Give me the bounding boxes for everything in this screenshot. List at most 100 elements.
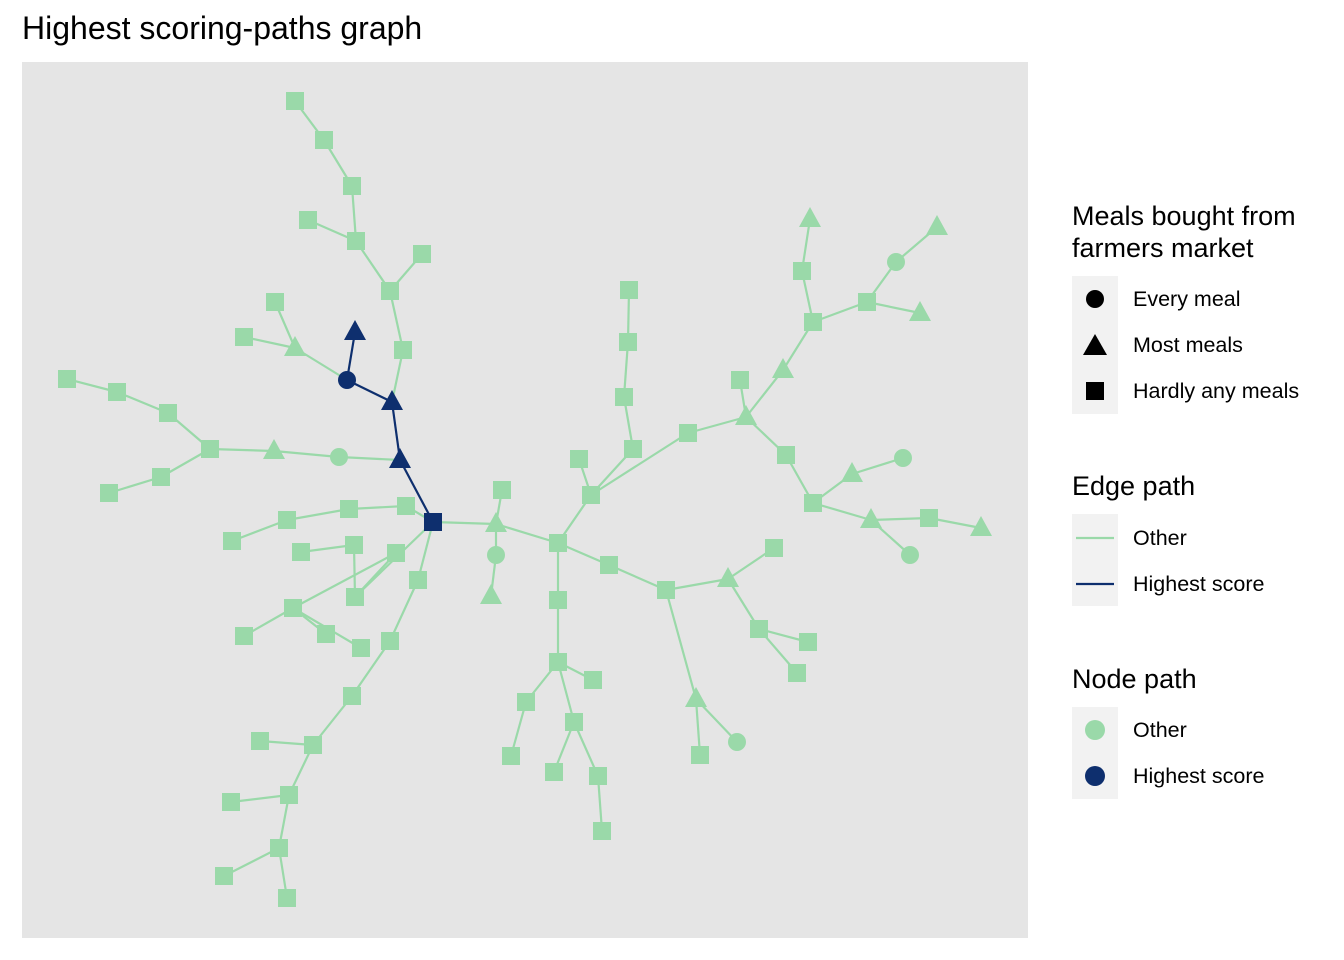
node-square-other	[352, 639, 370, 657]
edge-other	[416, 521, 435, 581]
node-circle-other	[887, 253, 905, 271]
edge-other	[230, 793, 290, 804]
node-triangle-other	[799, 207, 821, 227]
edge-other	[495, 522, 559, 545]
edge-other	[694, 698, 702, 756]
node-square-other	[223, 532, 241, 550]
edge-other	[622, 341, 630, 398]
edge-other	[286, 507, 350, 522]
node-square-other	[549, 591, 567, 609]
node-square-other	[346, 588, 364, 606]
legend-shape-label-every-meal: Every meal	[1133, 287, 1241, 311]
node-triangle-other	[263, 439, 285, 459]
node-square-other	[565, 713, 583, 731]
edge-other	[870, 516, 930, 522]
node-triangle-other	[480, 584, 502, 604]
edge-other	[348, 504, 407, 511]
node-square-other	[765, 539, 783, 557]
graph-panel	[22, 62, 1028, 938]
edge-other	[665, 577, 729, 592]
node-square-other	[582, 486, 600, 504]
node-square-other	[394, 341, 412, 359]
edge-other	[351, 640, 391, 697]
legend-edge-title: Edge path	[1072, 471, 1196, 501]
node-square-other	[549, 534, 567, 552]
node-triangle-other	[841, 462, 863, 482]
node-square-other	[549, 653, 567, 671]
node-square-other	[292, 543, 310, 561]
node-square-other	[502, 747, 520, 765]
node-square-other	[251, 732, 269, 750]
edge-other	[338, 455, 401, 462]
edge-other	[223, 847, 280, 877]
edge-other	[231, 518, 288, 543]
legend-key-square-icon	[1086, 382, 1104, 400]
node-square-other	[624, 440, 642, 458]
node-triangle-other	[909, 301, 931, 321]
legend-shape-keys	[1072, 276, 1118, 414]
node-square-other	[750, 620, 768, 638]
node-square-highest	[424, 513, 442, 531]
edge-other	[556, 661, 576, 723]
node-square-other	[620, 281, 638, 299]
node-square-other	[657, 581, 675, 599]
node-square-other	[858, 293, 876, 311]
node-square-other	[413, 245, 431, 263]
legend-node-title: Node path	[1072, 664, 1197, 694]
node-triangle-other	[970, 516, 992, 536]
node-square-other	[58, 370, 76, 388]
node-square-other	[299, 211, 317, 229]
node-triangle-highest	[389, 448, 411, 468]
edge-other	[292, 552, 397, 609]
node-square-other	[691, 746, 709, 764]
node-circle-other	[901, 546, 919, 564]
node-square-other	[152, 468, 170, 486]
node-square-other	[304, 736, 322, 754]
node-triangle-other	[485, 512, 507, 532]
node-square-other	[920, 509, 938, 527]
node-triangle-other	[685, 687, 707, 707]
node-triangle-other	[926, 215, 948, 235]
edge-other	[590, 432, 689, 496]
edge-highest-score	[390, 401, 402, 461]
node-square-other	[593, 822, 611, 840]
node-square-other	[804, 494, 822, 512]
node-circle-other	[487, 546, 505, 564]
legend-node-label-highest: Highest score	[1133, 764, 1265, 788]
node-square-other	[347, 232, 365, 250]
node-square-other	[159, 404, 177, 422]
legend-node-highest-dot	[1085, 766, 1105, 786]
node-square-other	[235, 627, 253, 645]
edge-other	[596, 775, 604, 832]
legend-edge-label-highest: Highest score	[1133, 572, 1265, 596]
node-triangle-other	[717, 567, 739, 587]
node-triangle-highest	[381, 390, 403, 410]
node-triangle-highest	[344, 320, 366, 340]
node-square-other	[793, 262, 811, 280]
legend-key-triangle-icon	[1083, 334, 1107, 355]
edge-other	[608, 563, 667, 592]
node-square-other	[100, 484, 118, 502]
edge-other	[273, 449, 340, 459]
edge-other	[664, 589, 698, 700]
edge-other	[812, 501, 872, 522]
node-square-other	[317, 625, 335, 643]
node-square-other	[517, 693, 535, 711]
node-square-other	[201, 440, 219, 458]
node-square-other	[278, 889, 296, 907]
node-square-other	[270, 839, 288, 857]
node-triangle-other	[772, 358, 794, 378]
node-square-other	[584, 671, 602, 689]
legend-node-label-other: Other	[1133, 718, 1187, 742]
node-square-other	[284, 599, 302, 617]
legend-node-keys	[1072, 707, 1118, 799]
node-triangle-other	[284, 336, 306, 356]
node-square-other	[545, 763, 563, 781]
node-square-other	[222, 793, 240, 811]
node-circle-other	[330, 448, 348, 466]
edge-other	[432, 520, 497, 526]
node-square-other	[381, 632, 399, 650]
node-triangle-other	[860, 508, 882, 528]
legend-node-other-dot	[1085, 720, 1105, 740]
node-circle-highest	[338, 371, 356, 389]
